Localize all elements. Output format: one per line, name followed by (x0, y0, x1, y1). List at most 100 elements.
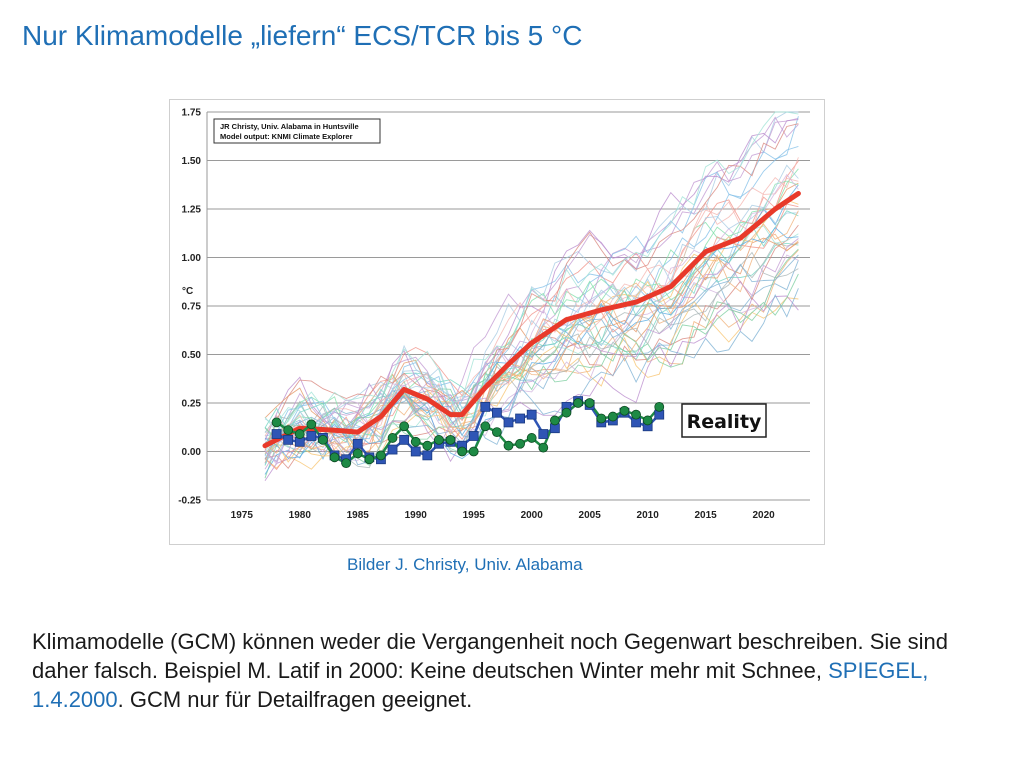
model-run-line (264, 210, 799, 454)
satellite-data-point (561, 407, 572, 418)
balloon-data-point (503, 417, 514, 428)
satellite-data-point (364, 454, 375, 465)
satellite-data-point (573, 398, 583, 408)
satellite-data-point (306, 419, 317, 430)
y-axis-ticks: -0.25 0.00 0.25 0.50 0.75 1.00 1.25 1.50 1.75 (178, 108, 201, 507)
balloon-data-point (468, 431, 479, 441)
model-run-line (264, 164, 799, 462)
x-tick-label: 2010 (637, 510, 660, 521)
balloon-data-point (352, 438, 363, 449)
y-tick-label: -0.25 (178, 496, 201, 507)
satellite-data-point (619, 405, 630, 416)
balloon-data-point (283, 434, 294, 445)
satellite-data-point (584, 398, 595, 408)
model-run-line (264, 297, 799, 470)
y-tick-label: 0.25 (182, 399, 202, 410)
slide-title: Nur Klimamodelle „liefern“ ECS/TCR bis 5… (22, 20, 583, 51)
satellite-data-point (549, 415, 560, 426)
satellite-data-point (271, 417, 282, 428)
satellite-data-point (607, 411, 618, 422)
body-paragraph: Klimamodelle (GCM) können weder die Verg… (32, 627, 1002, 714)
temperature-chart: -0.25 0.00 0.25 0.50 0.75 1.00 1.25 1.50 1.75 19… (178, 108, 810, 521)
balloon-data-point (492, 407, 502, 418)
model-run-line (264, 251, 799, 469)
satellite-data-point (538, 442, 549, 453)
satellite-data-point (399, 421, 410, 432)
satellite-data-point (596, 413, 607, 424)
balloon-data-point (387, 444, 398, 455)
x-tick-label: 2015 (695, 510, 718, 521)
y-tick-label: 0.50 (182, 350, 202, 361)
x-tick-label: 1975 (231, 510, 254, 521)
y-axis-unit-label: °C (182, 286, 193, 297)
satellite-data-point (376, 450, 386, 461)
model-run-line (264, 116, 799, 465)
balloon-data-point (410, 446, 421, 457)
model-run-line (264, 145, 799, 437)
y-tick-label: 0.00 (182, 447, 202, 458)
satellite-data-point (318, 434, 328, 445)
satellite-series-line (275, 401, 661, 465)
spiegel-reference-link[interactable]: SPIEGEL, 1.4.2000 (32, 658, 929, 712)
satellite-data-point (492, 427, 502, 438)
satellite-series-markers (271, 398, 665, 469)
satellite-data-point (526, 433, 537, 443)
model-run-line (264, 123, 799, 451)
balloon-data-point (399, 434, 410, 445)
y-tick-label: 0.75 (182, 302, 202, 313)
x-tick-label: 1995 (463, 510, 486, 521)
satellite-data-point (503, 440, 514, 451)
balloon-data-point (306, 431, 317, 441)
body-text-part-2: . GCM nur für Detailfragen geeignet. (117, 687, 473, 712)
reality-label: Reality (687, 411, 762, 433)
model-mean-line (262, 191, 801, 449)
satellite-data-point (329, 452, 340, 463)
source-note-line-1: JR Christy, Univ. Alabama in Huntsville (220, 122, 359, 131)
x-axis-ticks: 1975 1980 1985 1990 1995 2000 2005 2010 2015 2020 (231, 510, 776, 521)
satellite-data-point (434, 434, 444, 445)
balloon-data-point (515, 413, 525, 424)
balloon-data-point (538, 429, 549, 439)
model-run-line (264, 111, 799, 449)
reality-label-box: Reality (681, 403, 767, 438)
satellite-data-point (480, 421, 491, 432)
model-run-line (264, 233, 799, 464)
x-tick-label: 1985 (347, 510, 370, 521)
chart-panel: -0.25 0.00 0.25 0.50 0.75 1.00 1.25 1.50 1.75 19… (169, 99, 825, 545)
model-run-line (264, 177, 799, 437)
satellite-data-point (515, 438, 525, 449)
y-tick-label: 1.50 (182, 156, 202, 167)
satellite-data-point (631, 409, 641, 420)
balloon-data-point (422, 450, 433, 461)
x-tick-label: 2000 (521, 510, 544, 521)
y-tick-label: 1.25 (182, 205, 202, 216)
satellite-data-point (410, 436, 421, 447)
source-note-line-2: Model output: KNMI Climate Explorer (220, 132, 353, 141)
satellite-data-point (422, 440, 433, 451)
satellite-data-point (457, 446, 468, 457)
balloon-series-line (276, 399, 661, 461)
model-run-line (264, 254, 799, 464)
x-tick-label: 1980 (289, 510, 312, 521)
source-note-box: JR Christy, Univ. Alabama in Huntsville … (213, 118, 381, 144)
satellite-data-point (642, 415, 653, 426)
satellite-data-point (341, 458, 352, 469)
satellite-data-point (352, 448, 363, 459)
model-run-line (264, 238, 799, 463)
balloon-data-point (526, 409, 537, 420)
y-tick-label: 1.00 (182, 253, 202, 264)
model-run-line (264, 226, 799, 459)
satellite-data-point (294, 429, 305, 439)
satellite-data-point (468, 446, 479, 457)
model-run-line (264, 111, 799, 433)
image-credit-caption: Bilder J. Christy, Univ. Alabama (347, 555, 583, 574)
x-tick-label: 1990 (405, 510, 428, 521)
balloon-data-point (271, 429, 282, 439)
satellite-data-point (445, 434, 456, 445)
balloon-data-point (480, 401, 491, 412)
satellite-data-point (654, 401, 665, 412)
model-run-line (264, 248, 799, 442)
satellite-data-point (283, 425, 294, 436)
satellite-data-point (387, 433, 398, 443)
body-text-part-1: Klimamodelle (GCM) können weder die Verg… (32, 629, 948, 683)
